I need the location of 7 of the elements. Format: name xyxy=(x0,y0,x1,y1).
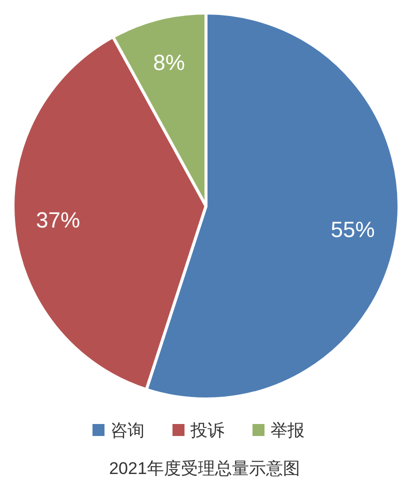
legend-label: 投诉 xyxy=(190,420,224,440)
data-label: 37% xyxy=(36,208,80,233)
legend-label: 举报 xyxy=(270,420,304,440)
data-label: 8% xyxy=(153,50,185,75)
data-label: 55% xyxy=(330,216,375,242)
text: 2021年度受理总量示意图 xyxy=(109,458,300,478)
legend-label: 咨询 xyxy=(110,420,144,440)
